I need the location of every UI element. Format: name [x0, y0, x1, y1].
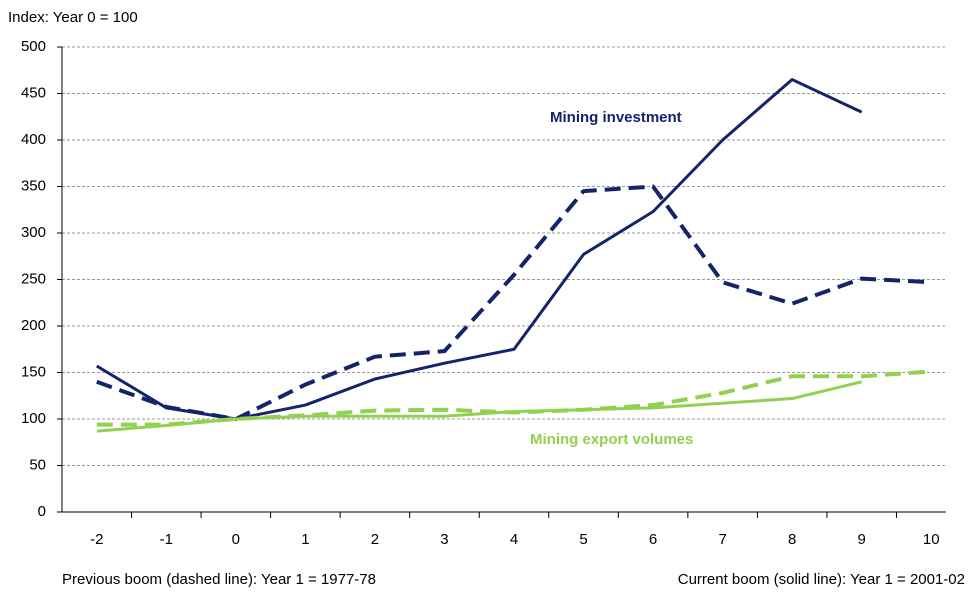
y-axis-label: Index: Year 0 = 100 — [8, 9, 138, 26]
footnote: Current boom (solid line): Year 1 = 2001… — [678, 571, 965, 588]
x-tick-label: 5 — [579, 531, 587, 548]
x-tick-label: 8 — [788, 531, 796, 548]
x-tick-label: 1 — [301, 531, 309, 548]
x-tick-label: 7 — [718, 531, 726, 548]
y-tick-label: 50 — [29, 456, 46, 473]
annotation: Mining export volumes — [530, 431, 693, 448]
y-tick-label: 500 — [21, 38, 46, 55]
solid-line — [95, 78, 863, 421]
x-tick-label: -2 — [90, 531, 103, 548]
y-tick-label: 100 — [21, 410, 46, 427]
y-tick-label: 150 — [21, 363, 46, 380]
x-tick-label: 6 — [649, 531, 657, 548]
x-tick-label: 2 — [371, 531, 379, 548]
x-tick-label: -1 — [160, 531, 173, 548]
y-tick-label: 250 — [21, 270, 46, 287]
y-tick-label: 450 — [21, 84, 46, 101]
y-tick-label: 300 — [21, 224, 46, 241]
y-tick-label: 0 — [38, 503, 46, 520]
y-tick-label: 200 — [21, 317, 46, 334]
solid-line — [96, 380, 863, 433]
dashed-line — [96, 369, 932, 427]
annotation: Mining investment — [550, 109, 682, 126]
dashed-line — [96, 184, 932, 421]
x-tick-label: 3 — [440, 531, 448, 548]
y-tick-label: 400 — [21, 131, 46, 148]
x-tick-label: 4 — [510, 531, 518, 548]
x-tick-label: 0 — [232, 531, 240, 548]
x-tick-label: 10 — [923, 531, 940, 548]
footnote: Previous boom (dashed line): Year 1 = 19… — [62, 571, 376, 588]
y-tick-label: 350 — [21, 177, 46, 194]
x-tick-label: 9 — [858, 531, 866, 548]
